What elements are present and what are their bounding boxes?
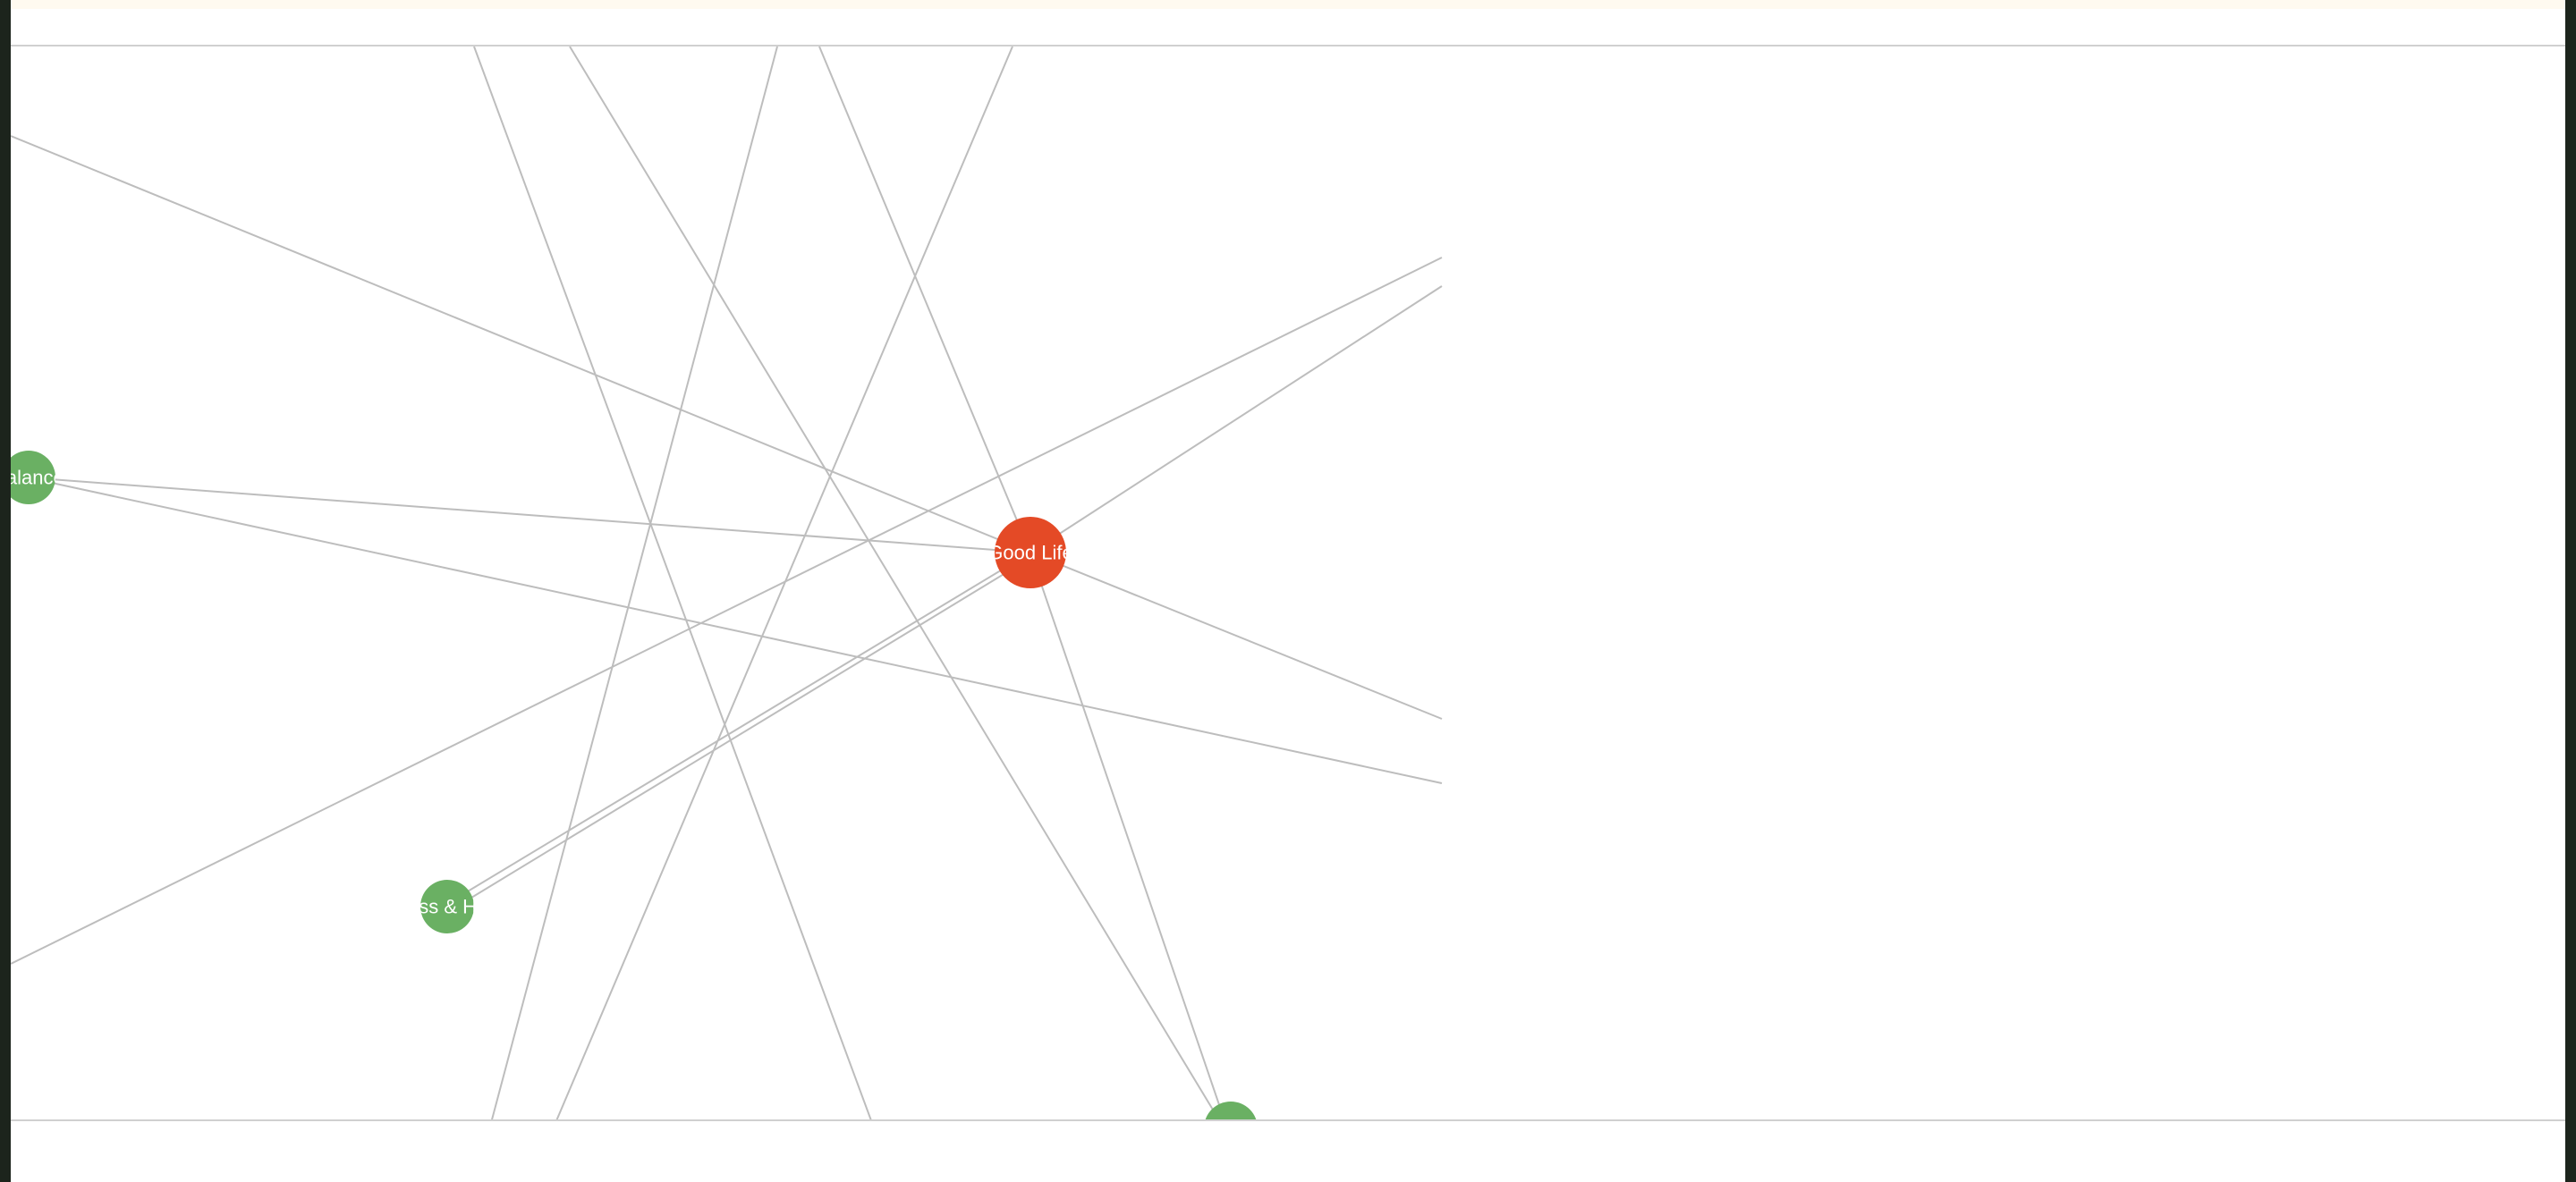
edge <box>1030 285 1443 553</box>
edge <box>569 46 1220 1119</box>
node-label: Balance <box>11 467 64 489</box>
node-bottom[interactable] <box>1204 1102 1258 1121</box>
edge <box>11 135 1031 553</box>
node-good-life[interactable]: Good Life <box>987 517 1072 588</box>
edge <box>491 46 778 1119</box>
nodes: Good Life Balance Fitness & Health <box>11 451 1258 1121</box>
top-strip <box>11 0 2565 9</box>
edges <box>11 46 1443 1119</box>
edge <box>26 477 1443 784</box>
node-label: Fitness & Health <box>375 896 519 918</box>
node-circle[interactable] <box>995 517 1066 588</box>
edge <box>1030 552 1225 1119</box>
edge <box>1030 552 1443 720</box>
edge <box>450 557 1031 911</box>
node-circle[interactable] <box>1204 1102 1258 1121</box>
edge <box>818 46 1031 553</box>
graph-canvas[interactable]: Good Life Balance Fitness & Health <box>11 45 2565 1121</box>
network-graph[interactable]: Good Life Balance Fitness & Health <box>11 46 2565 1121</box>
edge <box>11 257 1443 965</box>
edge <box>26 477 1031 553</box>
edge <box>555 46 1013 1119</box>
node-circle[interactable] <box>420 880 474 933</box>
edge <box>473 46 872 1119</box>
node-circle[interactable] <box>11 451 55 504</box>
node-fitness-health[interactable]: Fitness & Health <box>375 880 519 933</box>
page: Good Life Balance Fitness & Health <box>11 0 2565 1182</box>
node-balance[interactable]: Balance <box>11 451 64 504</box>
node-label: Good Life <box>987 542 1072 564</box>
edge <box>445 552 1031 906</box>
